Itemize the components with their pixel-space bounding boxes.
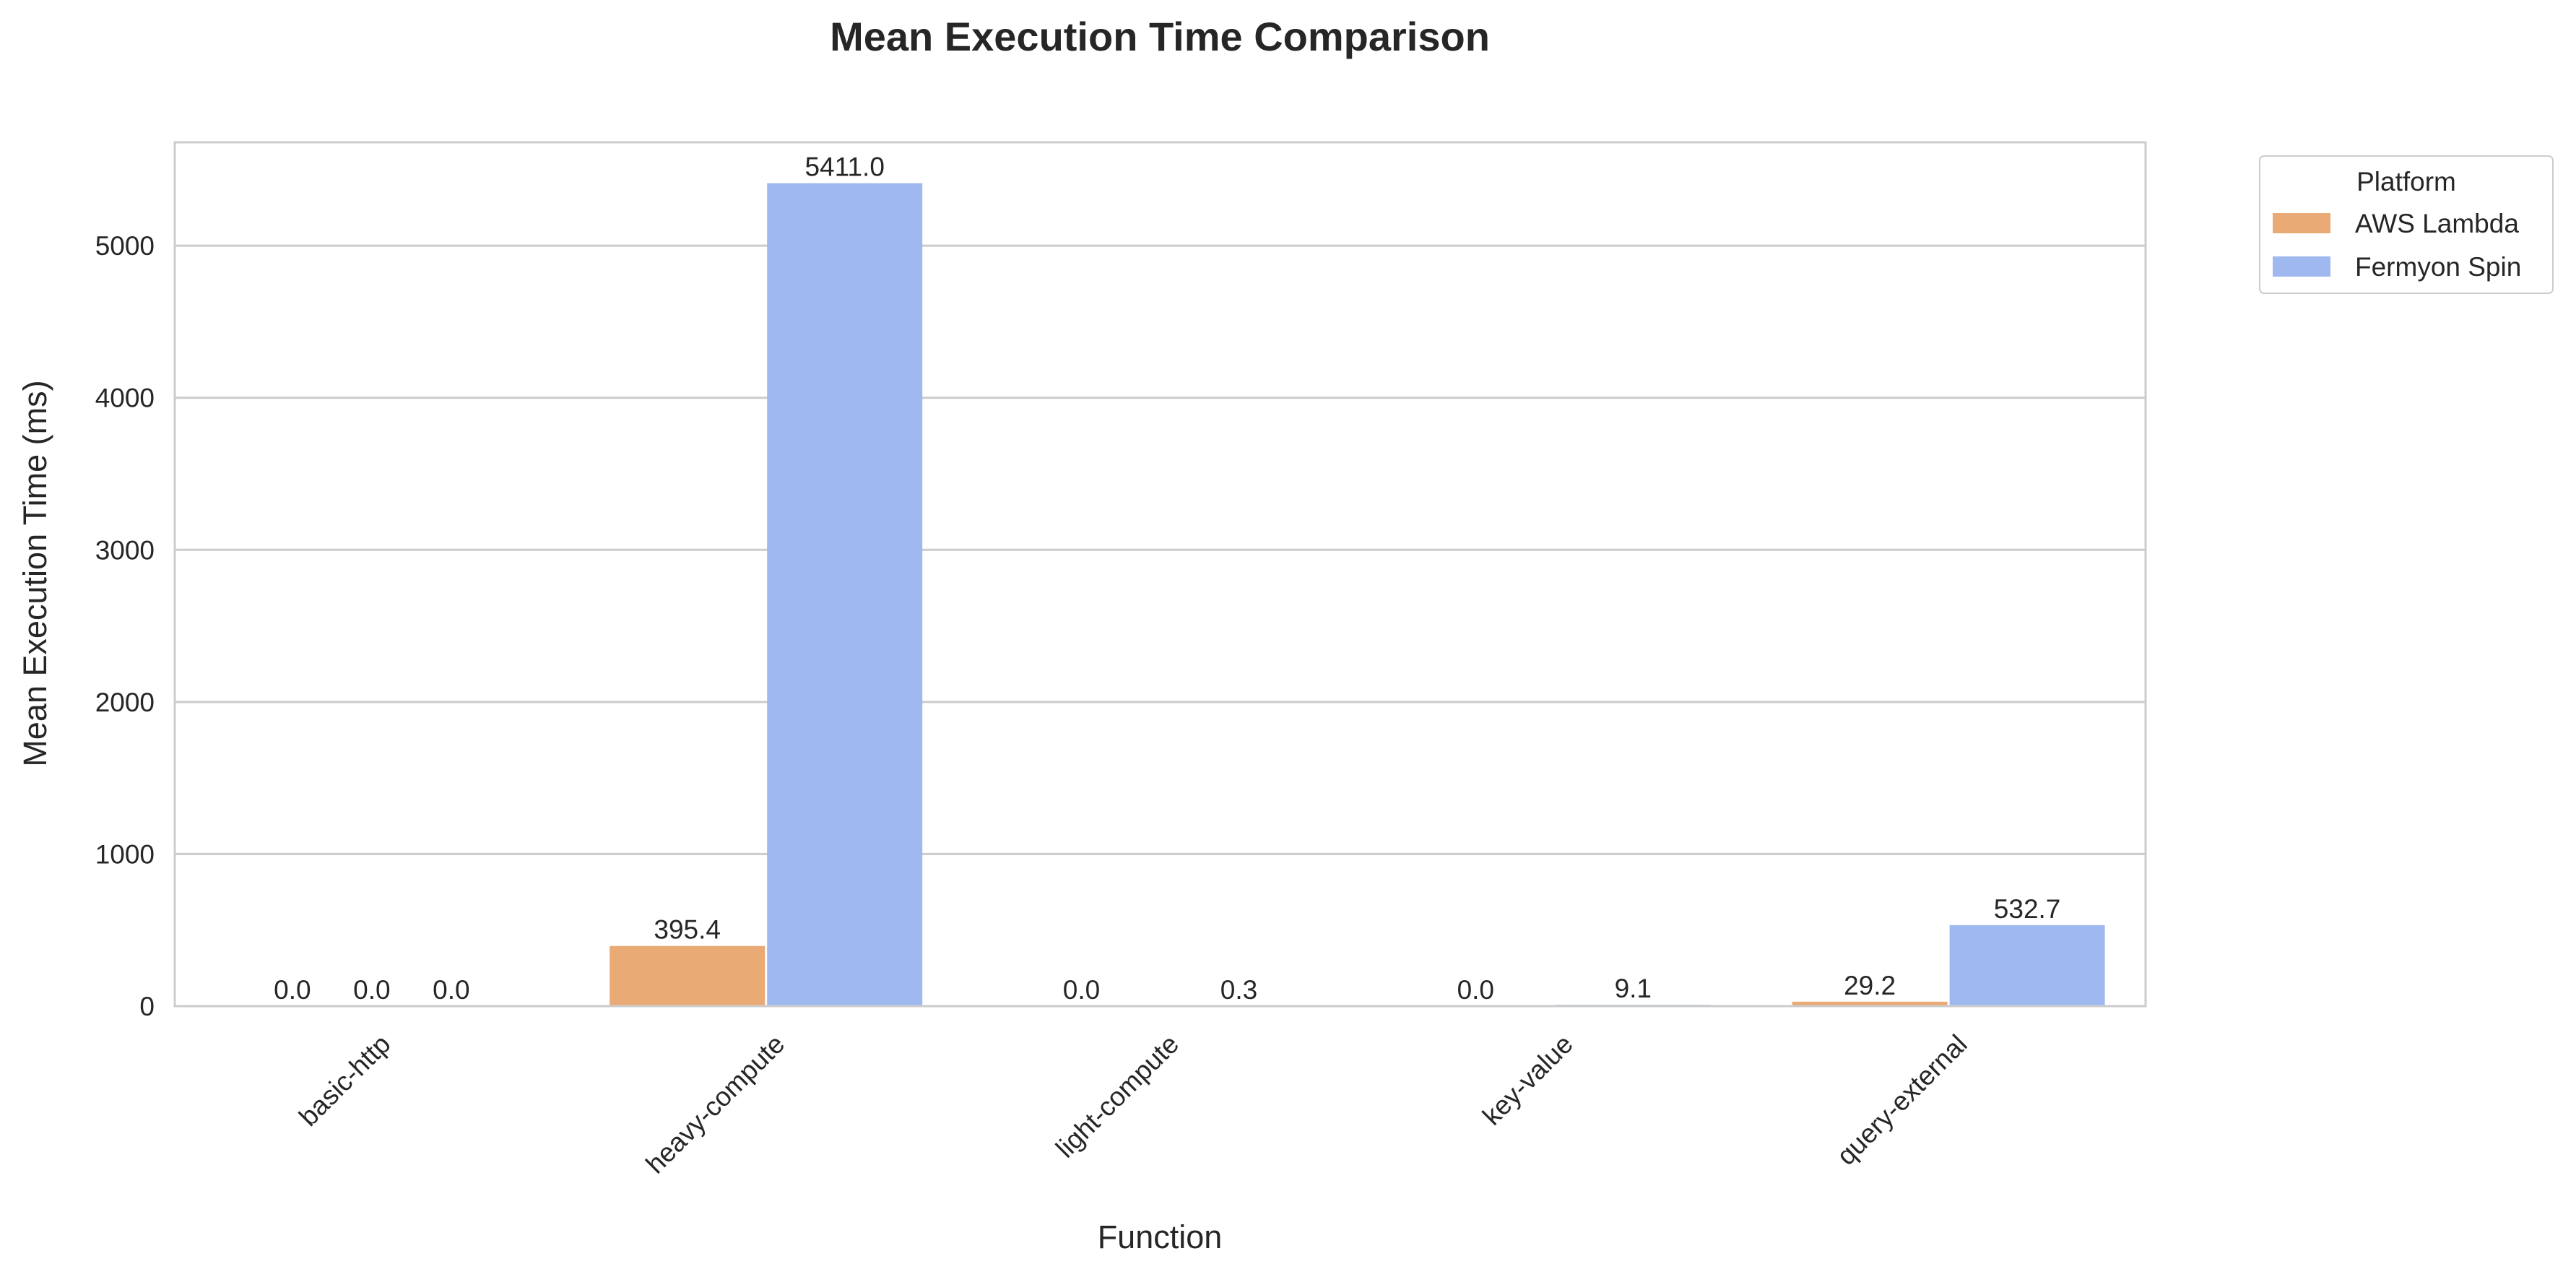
plot-frame [173,141,2147,1008]
chart-title: Mean Execution Time Comparison [830,14,1490,59]
y-tick-label: 4000 [95,384,155,413]
y-tick-label: 1000 [95,839,155,869]
bar-value-label: 0.0 [433,975,469,1005]
legend-swatch [2273,256,2330,277]
legend-title: Platform [2356,167,2456,196]
x-tick-label: heavy-compute [640,1029,790,1179]
y-tick-label: 3000 [95,535,155,565]
y-tick-label: 0 [139,992,155,1021]
legend: Platform AWS Lambda Fermyon Spin [2259,155,2554,294]
y-tick-label: 5000 [95,231,155,261]
legend-swatch [2273,213,2330,233]
x-tick-label: query-external [1831,1029,1973,1171]
bar-value-label: 0.3 [1220,975,1257,1005]
y-axis-label: Mean Execution Time (ms) [17,380,53,766]
bar [610,945,766,1006]
bar-value-label: 0.0 [1457,975,1494,1005]
x-tick-label: basic-http [293,1029,396,1132]
bar-value-label: 0.0 [1063,975,1100,1005]
x-tick-label: key-value [1477,1029,1579,1131]
bar [767,183,923,1006]
bar-value-label: 395.4 [654,915,721,945]
bar-value-label: 532.7 [1994,894,2061,924]
plot-background [175,142,2146,1006]
legend-frame [2259,155,2554,294]
bar [1949,925,2105,1006]
bar-value-label: 0.0 [274,975,311,1005]
y-tick-label: 2000 [95,688,155,717]
x-tick-label: light-compute [1050,1029,1184,1164]
bar-value-label: 5411.0 [805,152,884,182]
bar-value-label: 0.0 [353,975,390,1005]
plot-area: 0 1000 2000 3000 4000 5000 0.0 0.0 0.0 395.4 5411.… [95,141,2147,1179]
legend-entry: AWS Lambda [2355,209,2519,238]
bar-value-label: 9.1 [1615,974,1652,1003]
bar [1792,1001,1948,1006]
legend-entry: Fermyon Spin [2355,252,2521,282]
bar-value-label: 29.2 [1844,971,1896,1000]
x-axis-label: Function [1098,1218,1223,1255]
